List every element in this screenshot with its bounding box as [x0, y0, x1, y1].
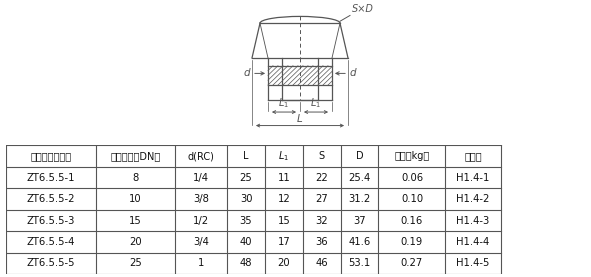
Text: d: d: [243, 68, 250, 78]
Text: ZT6.5.5-3: ZT6.5.5-3: [27, 216, 75, 225]
Text: 公称通径（DN）: 公称通径（DN）: [111, 151, 161, 161]
Text: 0.16: 0.16: [401, 216, 423, 225]
Text: H1.4-1: H1.4-1: [456, 173, 490, 183]
Text: ZT6.5.5-5: ZT6.5.5-5: [27, 258, 75, 268]
Text: 3/4: 3/4: [193, 237, 209, 247]
Text: L: L: [243, 151, 249, 161]
Text: 25: 25: [129, 258, 142, 268]
Text: ZT6.5.5-4: ZT6.5.5-4: [27, 237, 75, 247]
Text: 1/4: 1/4: [193, 173, 209, 183]
Text: 27: 27: [316, 194, 328, 204]
Text: 37: 37: [353, 216, 366, 225]
Text: 32: 32: [316, 216, 328, 225]
Text: 15: 15: [278, 216, 290, 225]
Text: S: S: [319, 151, 325, 161]
Text: ZT6.5.5-1: ZT6.5.5-1: [27, 173, 75, 183]
Text: H1.4-3: H1.4-3: [456, 216, 490, 225]
Text: 41.6: 41.6: [349, 237, 371, 247]
Text: 25: 25: [240, 173, 252, 183]
Text: 1/2: 1/2: [193, 216, 209, 225]
Text: 10: 10: [129, 194, 142, 204]
Text: 36: 36: [316, 237, 328, 247]
Text: 0.10: 0.10: [401, 194, 423, 204]
Text: 35: 35: [240, 216, 252, 225]
Text: 20: 20: [278, 258, 290, 268]
Text: 8: 8: [132, 173, 138, 183]
Text: 11: 11: [278, 173, 290, 183]
Text: 46: 46: [316, 258, 328, 268]
Text: 20: 20: [129, 237, 142, 247]
Text: 40: 40: [240, 237, 252, 247]
Text: S×D: S×D: [352, 4, 374, 14]
Text: 15: 15: [129, 216, 142, 225]
Text: $L_1$: $L_1$: [310, 96, 322, 110]
Text: 0.27: 0.27: [401, 258, 423, 268]
Text: 48: 48: [240, 258, 252, 268]
Text: $L_1$: $L_1$: [278, 96, 290, 110]
Text: 1: 1: [198, 258, 204, 268]
Text: 0.19: 0.19: [401, 237, 423, 247]
Text: H1.4-4: H1.4-4: [456, 237, 490, 247]
Text: 对应号: 对应号: [465, 151, 482, 161]
Text: ZT6.5.5-2: ZT6.5.5-2: [27, 194, 75, 204]
Text: $L$: $L$: [297, 112, 304, 124]
Text: 22: 22: [316, 173, 328, 183]
Text: d: d: [350, 68, 356, 78]
Text: D: D: [356, 151, 363, 161]
Text: 3/8: 3/8: [193, 194, 209, 204]
Text: 12: 12: [278, 194, 290, 204]
Text: 30: 30: [240, 194, 252, 204]
Text: H1.4-2: H1.4-2: [456, 194, 490, 204]
Text: 31.2: 31.2: [349, 194, 371, 204]
Text: $L_1$: $L_1$: [278, 149, 290, 163]
Text: 25.4: 25.4: [349, 173, 371, 183]
Text: 重量（kg）: 重量（kg）: [394, 151, 430, 161]
Text: 53.1: 53.1: [349, 258, 371, 268]
Text: 0.06: 0.06: [401, 173, 423, 183]
Text: H1.4-5: H1.4-5: [456, 258, 490, 268]
Text: d(RC): d(RC): [187, 151, 215, 161]
Text: 17: 17: [278, 237, 290, 247]
Text: 代号（订货号）: 代号（订货号）: [31, 151, 72, 161]
